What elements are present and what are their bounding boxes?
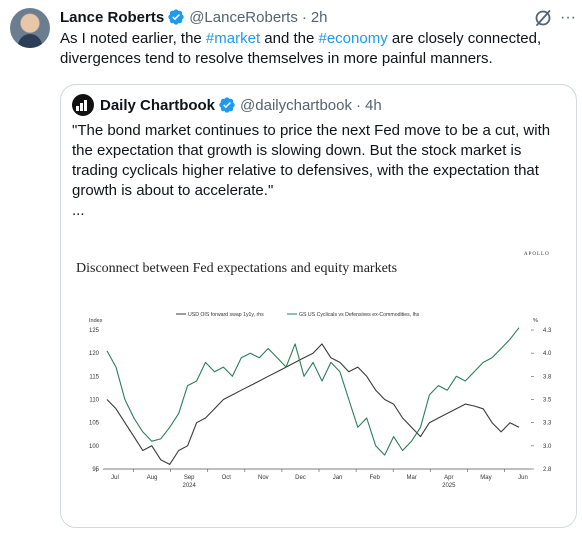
quoted-author-handle[interactable]: @dailychartbook [240,96,352,114]
x-tick-label: Apr [444,475,453,481]
series-line-gs [106,327,520,456]
x-tick-label: Oct [222,475,232,481]
quoted-tweet[interactable]: Daily Chartbook @dailychartbook · 4h "Th… [60,84,577,528]
legend-label-gs: GS US Cyclicals vs Defensives ex-Commodi… [299,312,420,318]
chart-plot: USD OIS forward swap 1y1y, rhs GS US Cycl… [89,312,552,489]
hashtag-market-link[interactable]: #market [205,30,261,47]
more-icon[interactable]: ··· [560,9,576,26]
verified-badge-icon [219,97,235,113]
right-axis-label: % [533,318,538,324]
left-tick-label: 115 [89,374,99,380]
x-tick-label: Aug [147,475,158,481]
left-tick-label: 95 [92,467,99,473]
verified-badge-icon [168,9,184,25]
tweet-time[interactable]: 2h [310,8,328,26]
quoted-author-avatar[interactable] [72,94,94,116]
chart-logo-icon [76,100,87,111]
quoted-tweet-header: Daily Chartbook @dailychartbook · 4h [72,94,382,116]
separator-dot: · [355,96,361,114]
tweet-text-part: and the [260,30,319,47]
grok-icon[interactable] [533,8,553,28]
x-tick-label: Jan [333,475,343,481]
chart-title: Disconnect between Fed expectations and … [76,261,398,276]
separator-dot: · [301,8,307,26]
x-tick-label: May [480,475,491,481]
quoted-tweet-text: "The bond market continues to price the … [72,121,562,221]
quoted-author-name[interactable]: Daily Chartbook [100,96,216,114]
left-tick-label: 110 [89,398,99,404]
quoted-tweet-time[interactable]: 4h [364,96,382,114]
left-tick-label: 125 [89,328,100,334]
tweet-text-part: As I noted earlier, the [60,30,206,47]
tweet-text-part: are closely connected, divergences tend … [60,30,542,67]
x-tick-label: Nov [258,475,269,481]
author-handle[interactable]: @LanceRoberts [189,8,298,26]
chart-brand: APOLLO [524,252,550,257]
x-year-label: 2024 [183,483,197,489]
right-tick-label: 3.8 [543,374,552,380]
right-tick-label: 3.3 [543,421,552,427]
quoted-tweet-ellipsis: ... [72,202,85,219]
right-tick-label: 4.3 [543,328,552,334]
legend-label-ois: USD OIS forward swap 1y1y, rhs [188,312,264,318]
x-tick-label: Sep [184,475,195,481]
left-tick-label: 105 [89,421,100,427]
x-tick-label: Jun [518,475,528,481]
x-tick-label: Mar [407,475,417,481]
author-avatar[interactable] [10,8,50,48]
x-tick-label: Jul [111,475,119,481]
tweet-text: As I noted earlier, the #market and the … [60,29,570,69]
series-line-ois [106,343,520,465]
x-tick-label: Feb [369,475,380,481]
right-tick-label: 3.5 [543,398,552,404]
quoted-tweet-body: "The bond market continues to price the … [72,122,551,199]
left-tick-label: 120 [89,351,100,357]
right-tick-label: 4.0 [543,351,552,357]
hashtag-economy-link[interactable]: #economy [318,30,388,47]
right-tick-label: 3.0 [543,444,552,450]
author-name[interactable]: Lance Roberts [60,8,165,26]
chart-image[interactable]: Disconnect between Fed expectations and … [61,238,576,527]
x-year-label: 2025 [442,483,456,489]
x-tick-label: Dec [295,475,306,481]
left-axis-label: Index [89,318,103,324]
tweet-header: Lance Roberts @LanceRoberts · 2h [60,7,328,27]
right-tick-label: 2.8 [543,467,552,473]
left-tick-label: 100 [89,444,100,450]
